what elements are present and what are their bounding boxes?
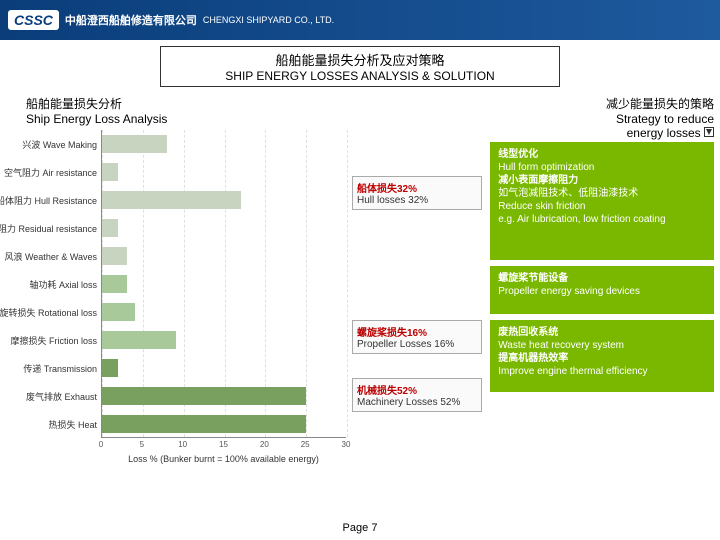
title-en: SHIP ENERGY LOSSES ANALYSIS & SOLUTION — [169, 69, 551, 83]
left-column: 船舶能量损失分析 Ship Energy Loss Analysis 兴波 Wa… — [6, 95, 346, 440]
title-box: 船舶能量损失分析及应对策略 SHIP ENERGY LOSSES ANALYSI… — [160, 46, 560, 87]
chart-category-label: 船体阻力 Hull Resistance — [6, 186, 101, 214]
footer-num: 7 — [371, 522, 377, 534]
footer-label: Page — [343, 522, 369, 534]
logo-bar: CSSC 中船澄西船舶修造有限公司 CHENGXI SHIPYARD CO., … — [0, 0, 720, 40]
chart-bar — [102, 415, 306, 433]
left-heading-cn: 船舶能量损失分析 — [26, 95, 346, 112]
strategies-container: 线型优化Hull form optimization减小表面摩擦阻力如气泡减阻技… — [490, 142, 714, 392]
title-cn: 船舶能量损失分析及应对策略 — [169, 50, 551, 69]
right-heading-en2: energy losses — [490, 126, 714, 140]
loss-bar-chart: 兴波 Wave Making空气阻力 Air resistance船体阻力 Hu… — [6, 130, 346, 440]
chart-category-label: 空气阻力 Air resistance — [6, 158, 101, 186]
chart-x-label: Loss % (Bunker burnt = 100% available en… — [101, 454, 346, 464]
right-column: 减少能量损失的策略 Strategy to reduce energy loss… — [490, 95, 714, 440]
chart-bar — [102, 163, 118, 181]
chart-category-label: 轴功耗 Axial loss — [6, 270, 101, 298]
chart-category-label: 旋转损失 Rotational loss — [6, 298, 101, 326]
logo-en: CHENGXI SHIPYARD CO., LTD. — [203, 15, 334, 25]
chart-bar — [102, 331, 176, 349]
loss-summary-box: 机械损失52%Machinery Losses 52% — [352, 378, 482, 412]
page-footer: Page 7 — [0, 522, 720, 534]
right-heading-en1: Strategy to reduce — [490, 112, 714, 126]
chart-category-label: 传递 Transmission — [6, 354, 101, 382]
chart-bar — [102, 247, 127, 265]
left-heading: 船舶能量损失分析 Ship Energy Loss Analysis — [26, 95, 346, 126]
chart-category-label: 热损失 Heat — [6, 410, 101, 438]
chart-category-label: 剩余阻力 Residual resistance — [6, 214, 101, 242]
chart-category-label: 废气排放 Exhaust — [6, 382, 101, 410]
chart-y-labels: 兴波 Wave Making空气阻力 Air resistance船体阻力 Hu… — [6, 130, 101, 438]
chart-bar — [102, 191, 241, 209]
chart-bar — [102, 135, 167, 153]
loss-summary-box: 螺旋桨损失16%Propeller Losses 16% — [352, 320, 482, 354]
chart-bar — [102, 303, 135, 321]
right-heading: 减少能量损失的策略 Strategy to reduce energy loss… — [490, 95, 714, 140]
chart-bar — [102, 219, 118, 237]
left-heading-en: Ship Energy Loss Analysis — [26, 112, 346, 126]
chart-category-label: 兴波 Wave Making — [6, 130, 101, 158]
strategy-box: 线型优化Hull form optimization减小表面摩擦阻力如气泡减阻技… — [490, 142, 714, 260]
chart-bar — [102, 387, 306, 405]
loss-summary-box: 船体损失32%Hull losses 32% — [352, 176, 482, 210]
right-heading-cn: 减少能量损失的策略 — [490, 95, 714, 112]
strategy-box: 废热回收系统Waste heat recovery system提高机器热效率I… — [490, 320, 714, 392]
logo-badge: CSSC — [8, 10, 59, 30]
arrow-down-icon — [704, 127, 714, 137]
chart-plot — [101, 130, 346, 438]
chart-category-label: 风浪 Weather & Waves — [6, 242, 101, 270]
chart-category-label: 摩擦损失 Friction loss — [6, 326, 101, 354]
chart-bar — [102, 275, 127, 293]
chart-bar — [102, 359, 118, 377]
logo-cn: 中船澄西船舶修造有限公司 — [65, 12, 197, 28]
strategy-box: 螺旋桨节能设备Propeller energy saving devices — [490, 266, 714, 314]
